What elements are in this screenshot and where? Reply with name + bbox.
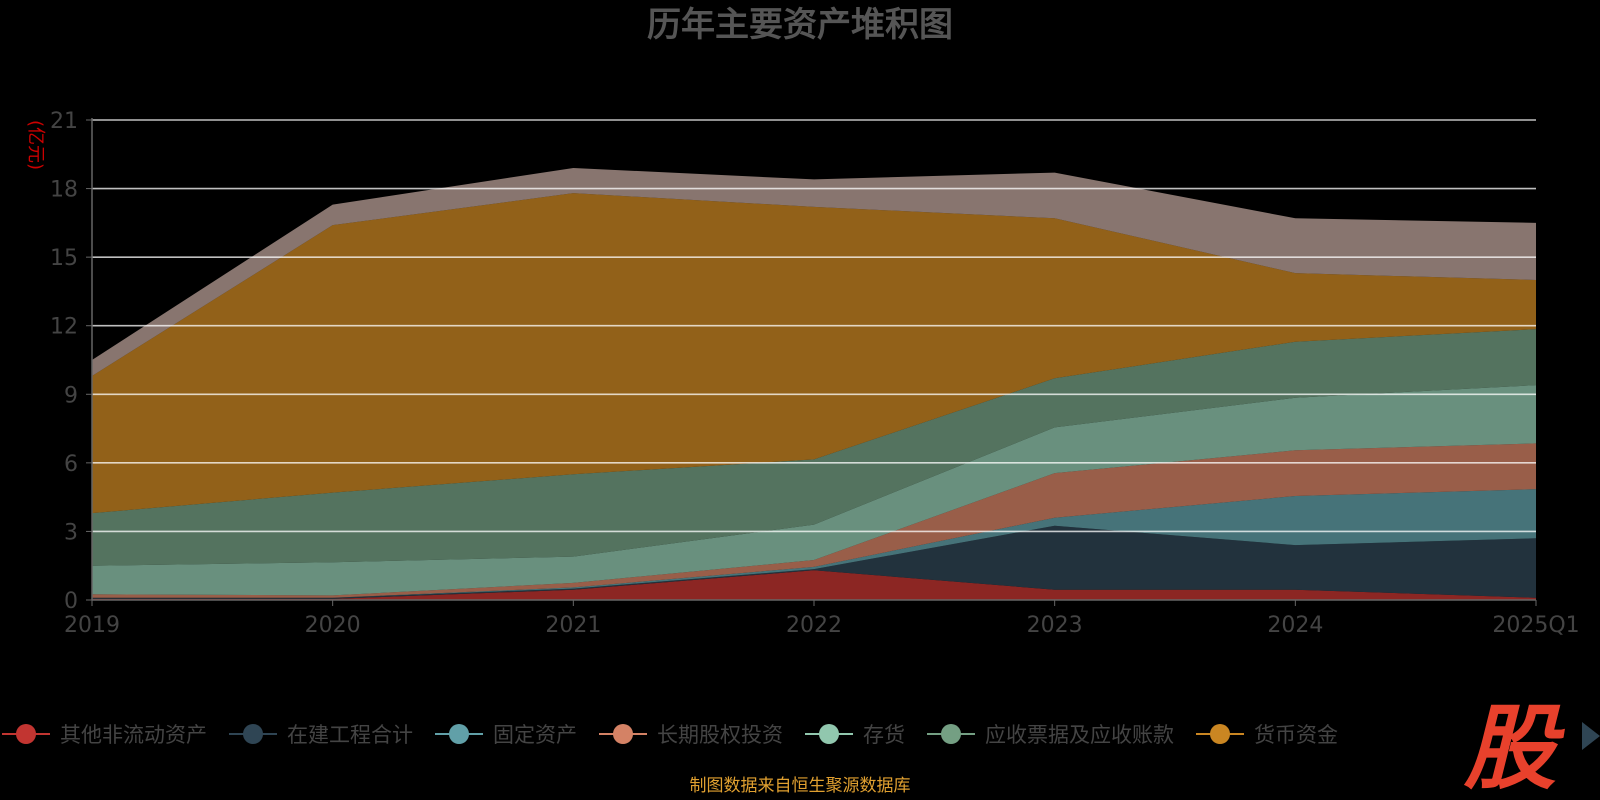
legend-label: 固定资产 <box>493 723 577 747</box>
area-series-group <box>92 168 1536 600</box>
legend-label: 长期股权投资 <box>657 723 783 747</box>
area-series-6 <box>92 193 1536 514</box>
legend-item-1[interactable]: 在建工程合计 <box>229 723 413 747</box>
y-tick-label-3: 9 <box>64 383 78 408</box>
area-series-3 <box>92 443 1536 598</box>
x-tick-label-5: 2024 <box>1267 613 1323 638</box>
legend-item-4[interactable]: 存货 <box>805 723 905 747</box>
area-series-4 <box>92 385 1536 596</box>
legend-marker <box>449 724 469 744</box>
source-note: 制图数据来自恒生聚源数据库 <box>690 776 911 796</box>
y-axis-unit-label: (亿元) <box>25 120 46 170</box>
x-tick-label-4: 2023 <box>1027 613 1083 638</box>
y-tick-label-0: 0 <box>64 589 78 614</box>
triangle-right-icon[interactable] <box>1582 722 1600 750</box>
y-tick-label-1: 3 <box>64 520 78 545</box>
y-tick-label-6: 18 <box>50 178 78 203</box>
y-tick-label-7: 21 <box>50 109 78 134</box>
legend-marker <box>613 724 633 744</box>
x-tick-label-3: 2022 <box>786 613 842 638</box>
gridlines <box>92 119 1536 533</box>
axes: 0 3 6 9 12 15 18 21 2019 2020 2021 2022 2023 2024 2025… <box>50 109 1580 638</box>
legend-item-0[interactable]: 其他非流动资产 <box>2 723 207 747</box>
legend-label: 货币资金 <box>1254 723 1338 747</box>
area-series-1 <box>92 525 1536 599</box>
legend-item-2[interactable]: 固定资产 <box>435 723 577 747</box>
watermark-logo: 股 <box>1463 695 1565 800</box>
chart-title: 历年主要资产堆积图 <box>647 5 953 45</box>
area-series-2 <box>92 489 1536 598</box>
legend-label: 其他非流动资产 <box>60 723 207 747</box>
legend-label: 在建工程合计 <box>287 723 413 747</box>
x-tick-label-2: 2021 <box>545 613 601 638</box>
legend-item-6[interactable]: 货币资金 <box>1196 723 1338 747</box>
area-series-7 <box>92 168 1536 376</box>
legend-marker <box>243 724 263 744</box>
legend-item-5[interactable]: 应收票据及应收账款 <box>927 723 1174 747</box>
y-tick-label-4: 12 <box>50 315 78 340</box>
x-tick-label-6: 2025Q1 <box>1492 613 1579 638</box>
legend-marker <box>1210 724 1230 744</box>
y-tick-label-5: 15 <box>50 246 78 271</box>
x-tick-label-0: 2019 <box>64 613 120 638</box>
legend-label: 存货 <box>863 723 905 747</box>
legend-marker <box>819 724 839 744</box>
legend-marker <box>941 724 961 744</box>
area-series-0 <box>92 570 1536 600</box>
legend-label: 应收票据及应收账款 <box>985 723 1174 747</box>
legend-item-3[interactable]: 长期股权投资 <box>599 723 783 747</box>
legend-marker <box>16 724 36 744</box>
y-tick-label-2: 6 <box>64 452 78 477</box>
area-series-5 <box>92 329 1536 566</box>
legend: 其他非流动资产 在建工程合计 固定资产 长期股权投资 存货 应收票据及应收账款 货币资金 <box>2 723 1338 747</box>
x-tick-label-1: 2020 <box>305 613 361 638</box>
